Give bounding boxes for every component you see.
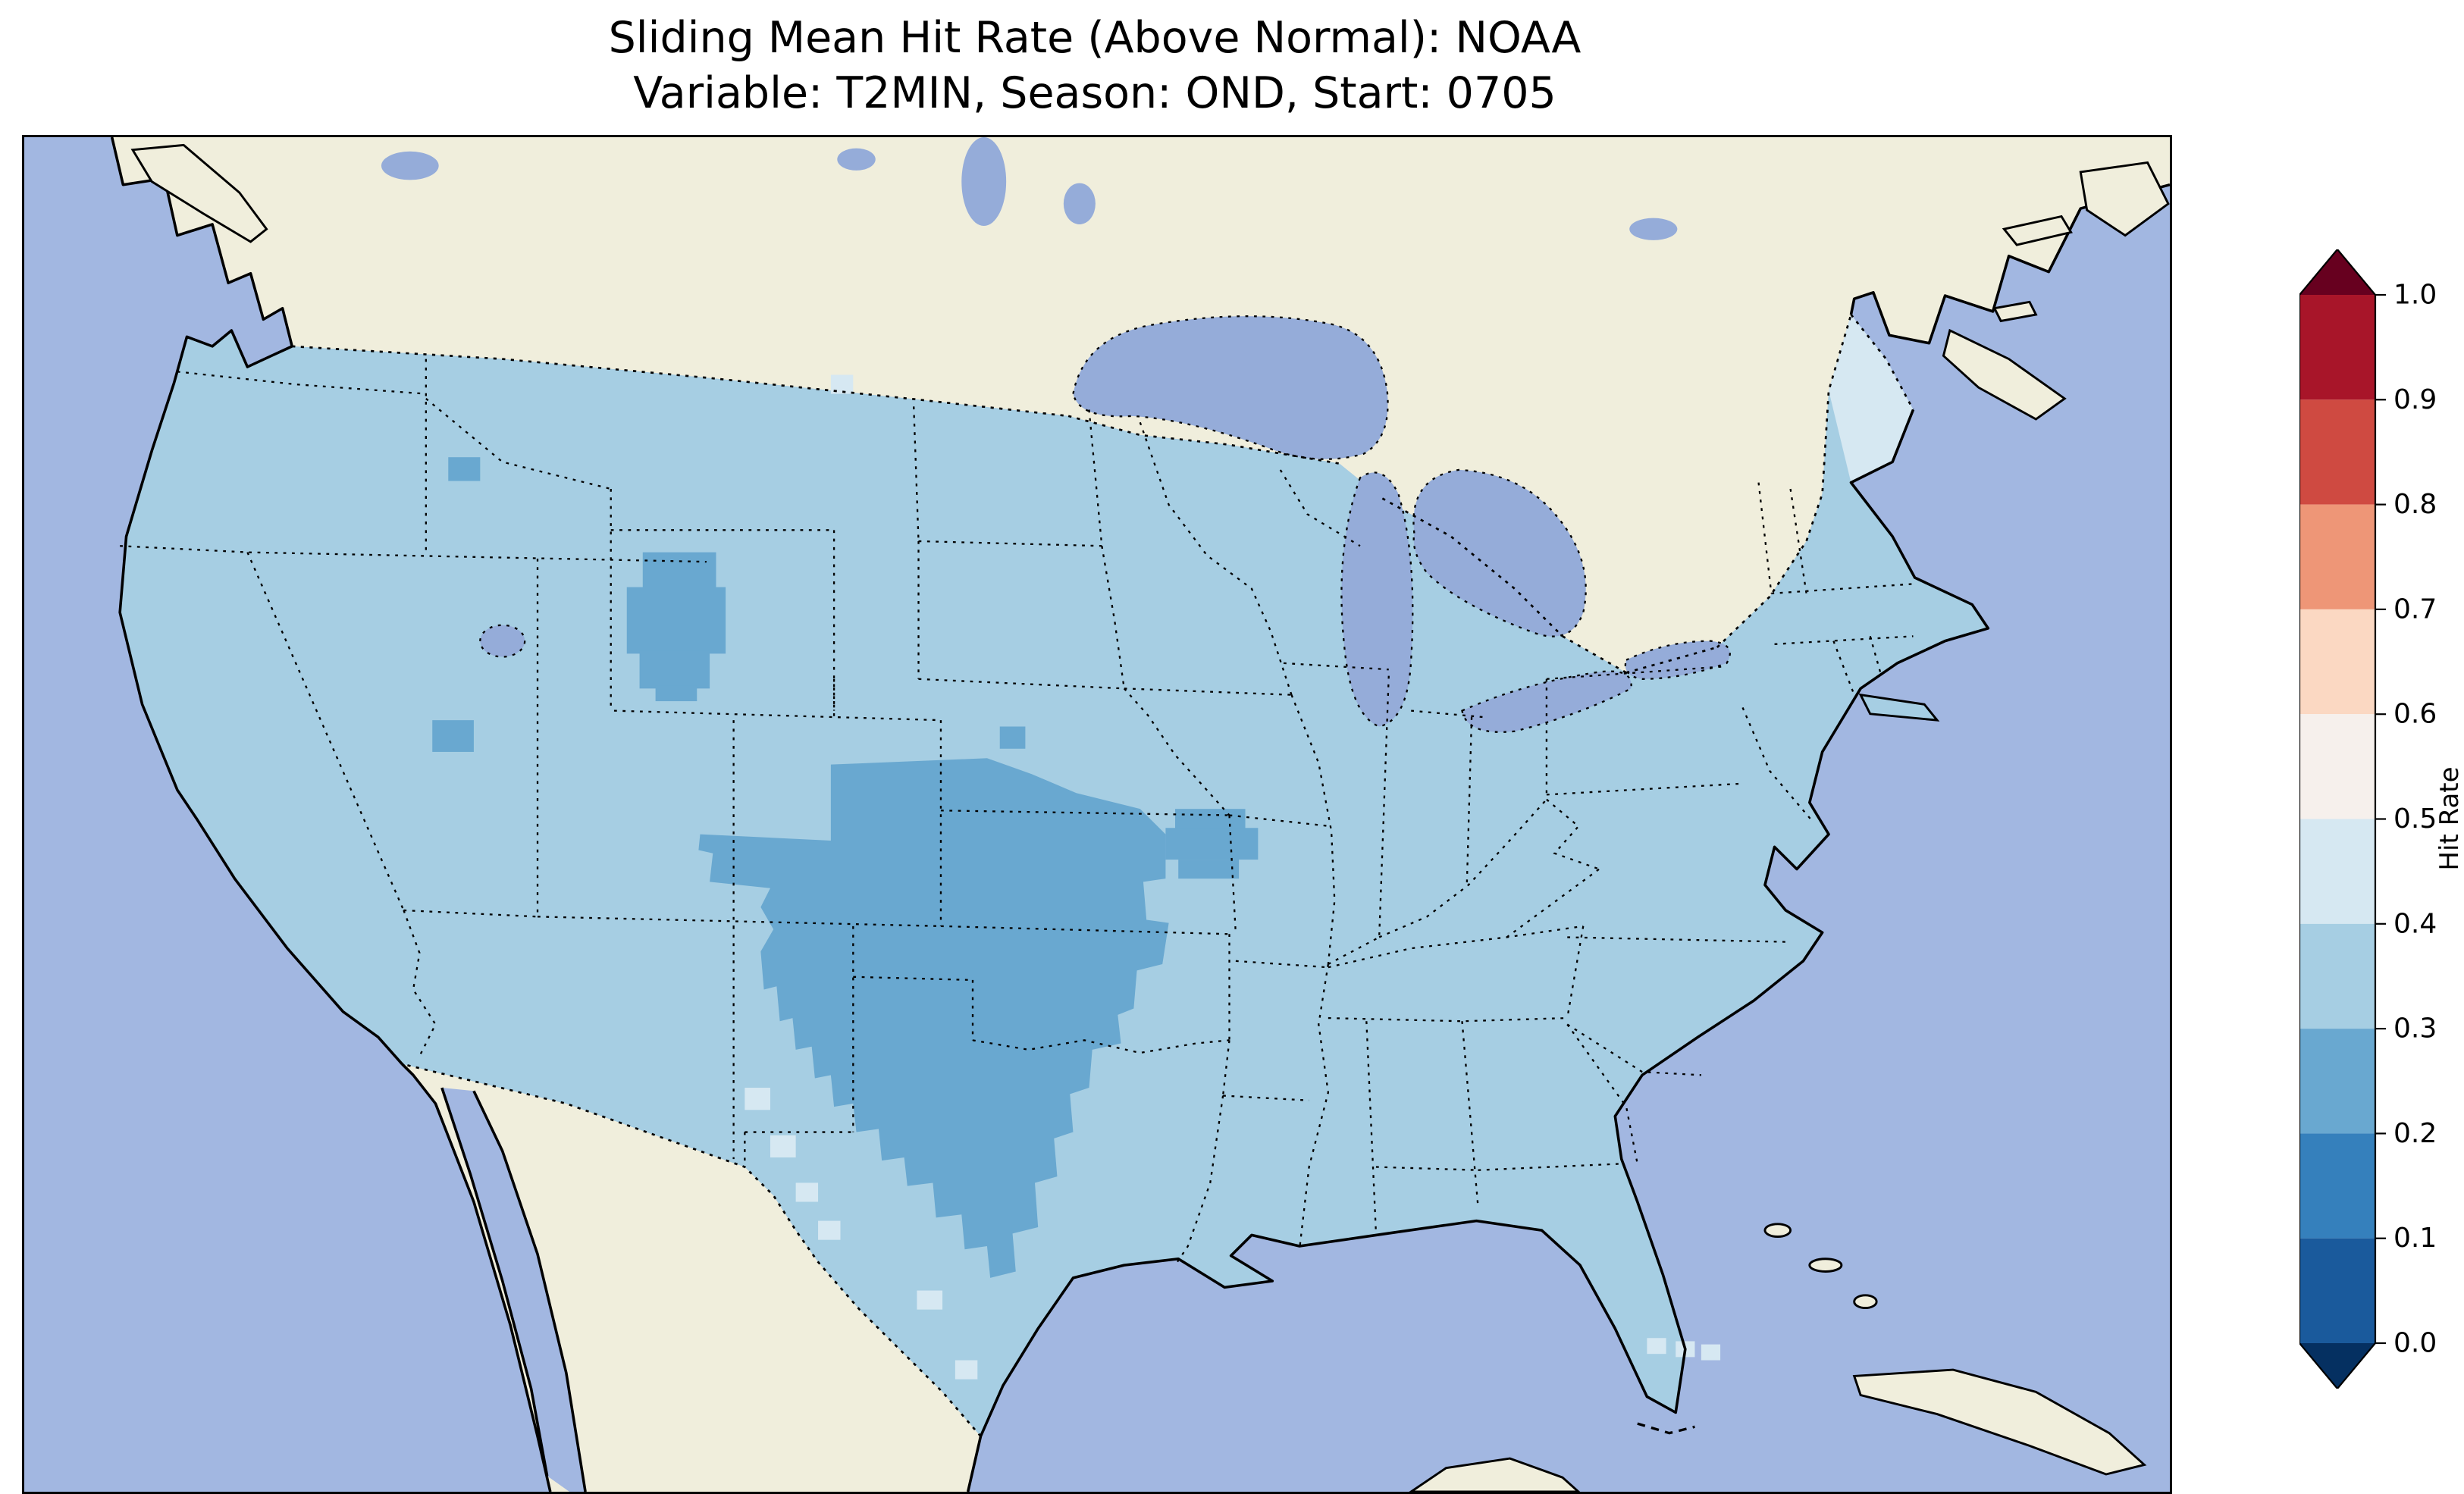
cuba [1852, 1368, 2147, 1476]
hit-rate-02-03-patches [432, 457, 1259, 1278]
colorbar-over-arrow [2299, 249, 2375, 295]
colorbar-tick-label-0.4: 0.4 [2393, 908, 2437, 939]
anticosti-island [2002, 215, 2073, 246]
colorbar-tick-label-0.6: 0.6 [2393, 699, 2437, 730]
colorbar-bin-0.2-0.3 [2299, 1029, 2375, 1134]
colorbar-bin-0.9-1.0 [2299, 295, 2375, 400]
patch-south-texas-2 [955, 1360, 978, 1380]
colorbar-tick-label-0.1: 0.1 [2393, 1223, 2437, 1254]
colorbar: 1.0 0.9 0.8 0.7 0.6 0.5 0.4 0.3 0.2 0.1 … [2298, 248, 2464, 1392]
colorbar-tick-label-0.2: 0.2 [2393, 1118, 2437, 1149]
patch-rio-grande-2 [770, 1135, 796, 1157]
patch-rio-grande-4 [818, 1220, 841, 1240]
gulf-of-california [441, 1088, 586, 1492]
colorbar-bin-0.8-0.9 [2299, 399, 2375, 505]
colorbar-axis-label: Hit Rate [2434, 766, 2464, 871]
patch-kentucky-2 [1165, 828, 1259, 860]
canada-lake-west [381, 151, 439, 180]
colorbar-bin-0.3-0.4 [2299, 923, 2375, 1029]
patch-wyoming-2 [626, 587, 726, 654]
lake-winnipeg [961, 137, 1007, 227]
canada-lake-east [1629, 218, 1678, 240]
lake-erie [1461, 670, 1632, 733]
country-borders [292, 314, 1914, 1437]
chart-title: Sliding Mean Hit Rate (Above Normal): NO… [22, 11, 2168, 121]
patch-maine [1829, 315, 1914, 483]
patch-kentucky-1 [1175, 809, 1246, 832]
canada-lake-central [837, 148, 876, 171]
colorbar-tick-labels: 1.0 0.9 0.8 0.7 0.6 0.5 0.4 0.3 0.2 0.1 … [2393, 280, 2437, 1359]
patch-south-florida-1 [1647, 1338, 1666, 1355]
patch-east-kansas [999, 726, 1026, 749]
colorbar-under-arrow [2299, 1343, 2375, 1389]
colorbar-tick-label-0.9: 0.9 [2393, 384, 2437, 415]
patch-south-florida-3 [1701, 1344, 1721, 1361]
chart-title-line-1: Sliding Mean Hit Rate (Above Normal): NO… [608, 13, 1582, 63]
patch-kentucky-3 [1178, 860, 1240, 879]
colorbar-tick-label-0.7: 0.7 [2393, 594, 2437, 625]
bahamas-3 [1853, 1294, 1878, 1310]
patch-wyoming-3 [639, 650, 710, 689]
colorbar-tick-label-1.0: 1.0 [2393, 280, 2437, 311]
prince-edward-island [1992, 300, 2038, 323]
islands [130, 143, 2170, 1476]
newfoundland-island [2079, 161, 2170, 237]
colorbar-bin-0.4-0.5 [2299, 819, 2375, 924]
vancouver-island [130, 143, 268, 243]
lake-of-the-woods [1063, 183, 1096, 224]
colorbar-tick-label-0.8: 0.8 [2393, 489, 2437, 520]
coastlines [110, 137, 2170, 1492]
great-salt-lake [479, 624, 526, 658]
bahamas-1 [1763, 1223, 1792, 1238]
map-panel [22, 135, 2172, 1494]
patch-south-texas-1 [917, 1290, 943, 1310]
great-lakes [479, 315, 1731, 733]
patch-wyoming-1 [642, 552, 716, 590]
patch-rio-grande-1 [745, 1088, 770, 1110]
lake-michigan [1340, 471, 1414, 728]
patch-idaho-utah [448, 457, 481, 481]
colorbar-bin-0.0-0.1 [2299, 1238, 2375, 1343]
map-svg [24, 137, 2170, 1492]
lake-huron [1412, 468, 1587, 637]
yucatan-peninsula [1409, 1457, 1581, 1492]
patch-central-utah [432, 720, 474, 752]
colorbar-tick-label-0.5: 0.5 [2393, 803, 2437, 835]
colorbar-ticks [2375, 293, 2386, 1345]
patch-wyoming-4 [655, 685, 698, 702]
nova-scotia [1942, 328, 2067, 421]
long-island [1858, 693, 1940, 722]
colorbar-tick-label-0.0: 0.0 [2393, 1328, 2437, 1359]
patch-rio-grande-3 [795, 1182, 819, 1202]
state-borders [120, 359, 1914, 1266]
patch-texas-oklahoma [698, 758, 1169, 1278]
canada-lakes [381, 137, 1678, 240]
lake-superior [1072, 315, 1389, 460]
colorbar-bin-0.6-0.7 [2299, 609, 2375, 715]
chart-title-line-2: Variable: T2MIN, Season: OND, Start: 070… [633, 67, 1556, 118]
colorbar-bin-0.5-0.6 [2299, 714, 2375, 819]
florida-keys [1637, 1422, 1695, 1435]
bahamas-2 [1808, 1258, 1843, 1273]
colorbar-bin-0.1-0.2 [2299, 1133, 2375, 1239]
colorbar-bin-0.7-0.8 [2299, 504, 2375, 609]
colorbar-tick-label-0.3: 0.3 [2393, 1013, 2437, 1045]
